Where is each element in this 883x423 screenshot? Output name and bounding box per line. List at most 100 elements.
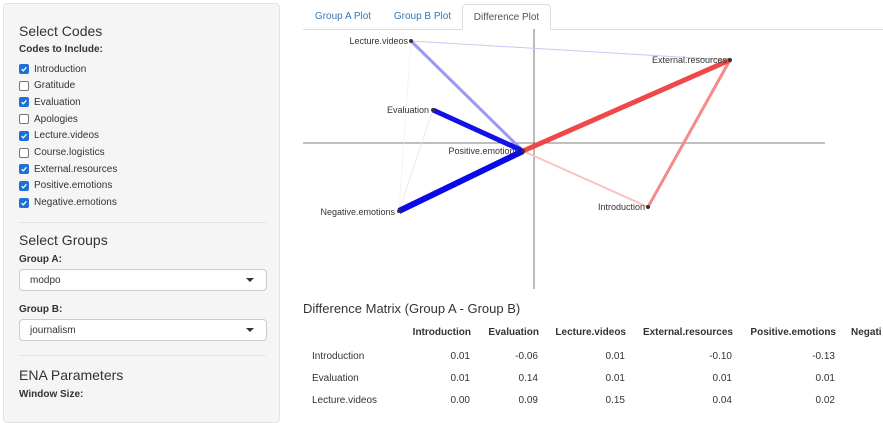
table-cell: 0.01 <box>450 350 470 362</box>
checkbox[interactable] <box>19 180 29 191</box>
tab-group-b-plot[interactable]: Group B Plot <box>393 11 452 22</box>
ena-parameters-title: ENA Parameters <box>19 367 124 383</box>
code-checkbox-row[interactable]: Apologies <box>19 111 78 127</box>
node-label: Positive.emotions <box>448 146 519 156</box>
checkbox-label: External.resources <box>34 163 118 175</box>
chevron-down-icon <box>246 278 254 282</box>
code-checkbox-row[interactable]: Gratitude <box>19 78 75 94</box>
group-a-value: modpo <box>30 274 61 286</box>
chevron-down-icon <box>246 328 254 332</box>
node-label: Negative.emotions <box>320 207 395 217</box>
table-cell: 0.14 <box>518 372 538 384</box>
group-a-select[interactable]: modpo <box>19 269 267 291</box>
group-a-label: Group A: <box>19 254 62 265</box>
checkbox[interactable] <box>19 97 29 108</box>
checkmark-icon <box>21 66 27 72</box>
code-checkbox-row[interactable]: Lecture.videos <box>19 128 99 144</box>
checkbox[interactable] <box>19 147 29 158</box>
group-b-select[interactable]: journalism <box>19 319 267 341</box>
checkbox-label: Negative.emotions <box>34 197 117 209</box>
table-row: Evaluation 0.01 0.14 0.01 0.01 0.01 <box>303 367 883 389</box>
table-row: Lecture.videos 0.00 0.09 0.15 0.04 0.02 <box>303 389 883 411</box>
table-cell: 0.04 <box>712 394 732 406</box>
checkbox[interactable] <box>19 197 29 208</box>
table-cell <box>836 345 883 367</box>
code-checkbox-row[interactable]: Introduction <box>19 61 86 77</box>
edge-external-introduction <box>646 59 732 208</box>
table-cell: -0.10 <box>709 350 732 362</box>
codes-to-include-label: Codes to Include: <box>19 44 103 55</box>
node-lecture-videos <box>409 39 413 43</box>
section-divider <box>19 222 266 223</box>
section-divider <box>19 355 266 356</box>
row-name: Introduction <box>312 350 365 362</box>
edge-lecture-negative <box>398 40 412 212</box>
table-cell: 0.01 <box>712 372 732 384</box>
difference-matrix-table: Introduction Evaluation Lecture.videos E… <box>303 319 883 411</box>
checkbox[interactable] <box>19 114 29 125</box>
checkbox[interactable] <box>19 130 29 141</box>
edge-negative-positive <box>397 148 525 214</box>
edge-lecture-external <box>410 40 731 61</box>
table-cell: -0.06 <box>515 350 538 362</box>
edge-evaluation-positive <box>431 107 525 154</box>
row-name: Lecture.videos <box>312 394 378 406</box>
node-evaluation <box>431 108 435 112</box>
table-cell: 0.01 <box>605 372 625 384</box>
node-introduction <box>646 205 650 209</box>
edge-positive-external <box>521 57 732 154</box>
table-cell: 0.01 <box>605 350 625 362</box>
checkbox[interactable] <box>19 80 29 91</box>
checkbox-label: Lecture.videos <box>34 130 100 142</box>
table-cell: 0.01 <box>815 372 835 384</box>
plot-tabs: Group A Plot Group B Plot Difference Plo… <box>303 0 883 30</box>
edge-positive-introduction <box>522 150 649 208</box>
table-header: External.resources <box>642 326 733 338</box>
edge-evaluation-negative <box>398 109 434 212</box>
node-negative-emotions <box>397 209 401 213</box>
checkmark-icon <box>21 167 27 172</box>
checkbox-label: Gratitude <box>34 80 76 92</box>
node-label: External.resources <box>652 55 728 65</box>
table-cell <box>836 367 883 389</box>
sidebar-panel: Select Codes Codes to Include: Introduct… <box>3 3 280 423</box>
table-header: Positive.emotions <box>750 326 836 338</box>
window-size-label: Window Size: <box>19 389 84 400</box>
table-cell: 0.09 <box>518 394 538 406</box>
matrix-title: Difference Matrix (Group A - Group B) <box>303 301 521 316</box>
code-checkbox-row[interactable]: Positive.emotions <box>19 178 112 194</box>
node-label: Introduction <box>598 202 645 212</box>
network-graph: Lecture.videos External.resources Evalua… <box>303 29 825 289</box>
tab-group-a-plot[interactable]: Group A Plot <box>314 11 372 22</box>
table-header-row: Introduction Evaluation Lecture.videos E… <box>303 319 883 345</box>
checkbox[interactable] <box>19 164 29 175</box>
node-label: Evaluation <box>387 105 429 115</box>
table-header: Negati <box>851 326 882 338</box>
difference-plot: Lecture.videos External.resources Evalua… <box>303 29 883 289</box>
table-header: Introduction <box>412 326 471 338</box>
table-row: Introduction 0.01 -0.06 0.01 -0.10 -0.13 <box>303 345 883 367</box>
code-checkbox-row[interactable]: Evaluation <box>19 94 81 110</box>
select-codes-title: Select Codes <box>19 23 103 39</box>
table-cell: 0.02 <box>815 394 835 406</box>
checkbox-label: Evaluation <box>34 96 81 108</box>
node-label: Lecture.videos <box>349 36 408 46</box>
table-cell: -0.13 <box>812 350 835 362</box>
code-checkbox-row[interactable]: External.resources <box>19 161 117 177</box>
tab-difference-plot[interactable]: Difference Plot <box>462 4 551 30</box>
table-cell: 0.01 <box>450 372 470 384</box>
checkbox[interactable] <box>19 64 29 74</box>
row-name: Evaluation <box>312 372 359 384</box>
checkbox-label: Course.logistics <box>34 147 105 158</box>
code-checkbox-row[interactable]: Course.logistics <box>19 145 105 161</box>
checkmark-icon <box>21 100 27 106</box>
checkbox-label: Apologies <box>34 113 78 125</box>
table-header: Lecture.videos <box>555 326 626 338</box>
table-cell <box>836 389 883 411</box>
checkmark-icon <box>21 183 27 189</box>
node-external-resources <box>728 58 732 62</box>
code-checkbox-row[interactable]: Negative.emotions <box>19 195 117 211</box>
checkbox-label: Positive.emotions <box>34 180 113 192</box>
table-cell: 0.00 <box>450 394 470 406</box>
group-b-label: Group B: <box>19 304 63 315</box>
